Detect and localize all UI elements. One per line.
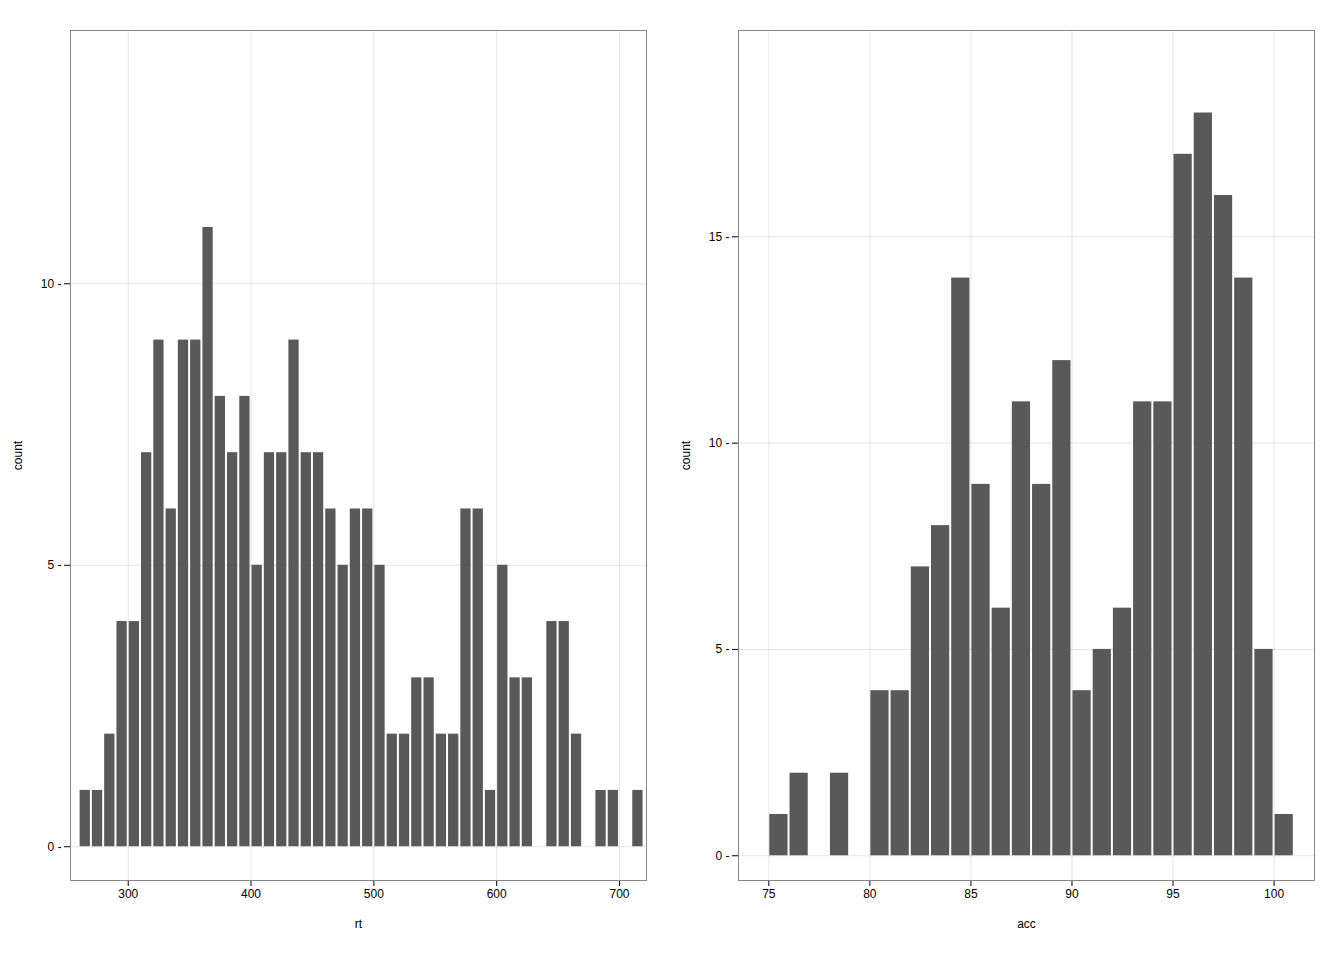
svg-text:700: 700	[609, 887, 629, 901]
svg-text:0 -: 0 -	[47, 840, 61, 854]
svg-text:acc: acc	[1017, 917, 1036, 931]
svg-text:0 -: 0 -	[715, 849, 729, 863]
svg-text:5 -: 5 -	[715, 642, 729, 656]
svg-text:75: 75	[762, 887, 776, 901]
svg-text:400: 400	[241, 887, 261, 901]
svg-text:15 -: 15 -	[709, 230, 730, 244]
svg-text:5 -: 5 -	[47, 558, 61, 572]
svg-text:10 -: 10 -	[41, 277, 62, 291]
svg-text:rt: rt	[355, 917, 363, 931]
svg-text:10 -: 10 -	[709, 436, 730, 450]
svg-text:count: count	[11, 440, 25, 470]
svg-text:100: 100	[1264, 887, 1284, 901]
svg-text:95: 95	[1166, 887, 1180, 901]
svg-text:85: 85	[964, 887, 978, 901]
svg-text:80: 80	[863, 887, 877, 901]
svg-text:count: count	[679, 440, 693, 470]
svg-text:300: 300	[118, 887, 138, 901]
svg-text:500: 500	[364, 887, 384, 901]
svg-text:90: 90	[1065, 887, 1079, 901]
svg-text:600: 600	[487, 887, 507, 901]
